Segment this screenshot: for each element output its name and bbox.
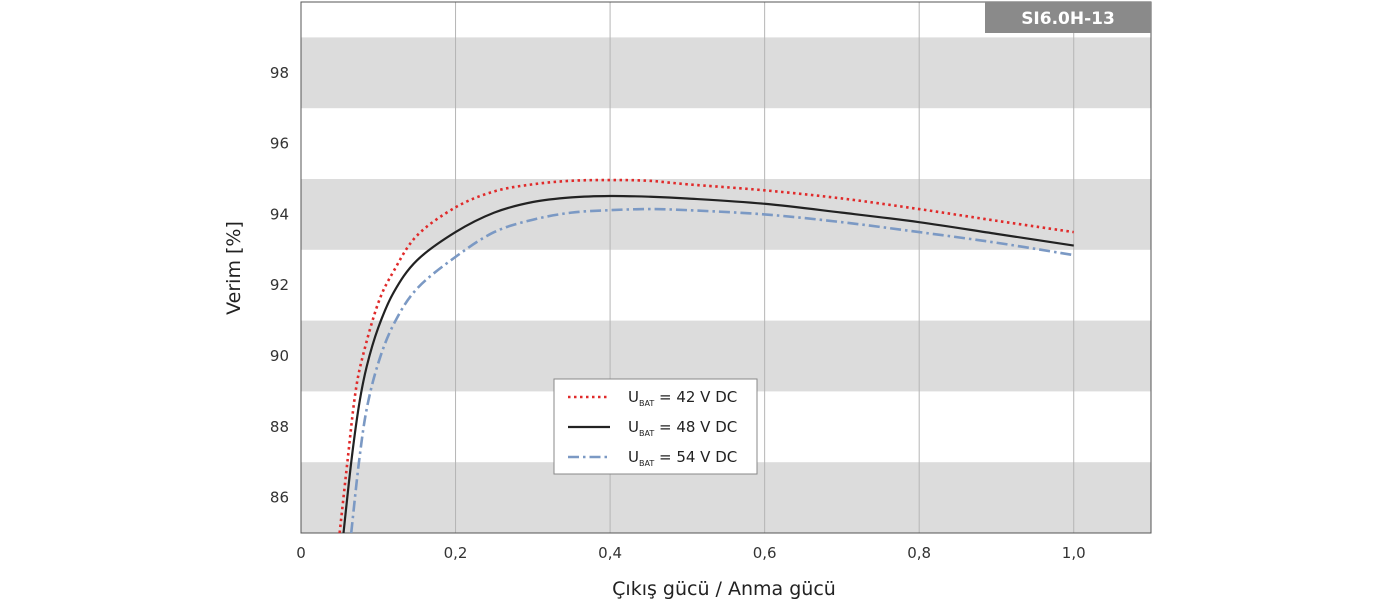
x-tick-label: 0,4 [598,544,622,562]
legend-label-3: UBAT = 54 V DC [628,448,737,468]
x-tick-label: 0,2 [444,544,468,562]
x-tick-labels: 0 0,2 0,4 0,6 0,8 1,0 [296,544,1085,562]
y-tick-label: 88 [270,418,289,436]
legend-label-2: UBAT = 48 V DC [628,418,737,438]
y-tick-label: 98 [270,64,289,82]
x-tick-label: 1,0 [1062,544,1086,562]
series-line-2 [342,194,1074,533]
model-badge: SI6.0H-13 [985,2,1151,33]
y-tick-label: 92 [270,276,289,294]
legend: UBAT = 42 V DC UBAT = 48 V DC UBAT = 54 V … [553,378,758,475]
y-tick-label: 94 [270,205,289,223]
y-tick-label: 96 [270,135,289,153]
series-line-1 [338,178,1074,533]
x-tick-label: 0,6 [753,544,777,562]
y-axis-label: Verim [%] [223,221,245,315]
series-lines [338,178,1074,533]
y-tick-label: 86 [270,489,289,507]
y-tick-labels: 86 88 90 92 94 96 98 [270,64,289,507]
series-line-3 [349,207,1074,533]
model-badge-text: SI6.0H-13 [1021,9,1115,29]
y-tick-label: 90 [270,347,289,365]
x-axis-label: Çıkış gücü / Anma gücü [612,578,836,600]
plot-frame [300,1,1152,534]
x-tick-label: 0 [296,544,306,562]
legend-label-1: UBAT = 42 V DC [628,388,737,408]
grid-band [301,37,1151,109]
x-tick-label: 0,8 [907,544,931,562]
grid-band [301,179,1151,250]
